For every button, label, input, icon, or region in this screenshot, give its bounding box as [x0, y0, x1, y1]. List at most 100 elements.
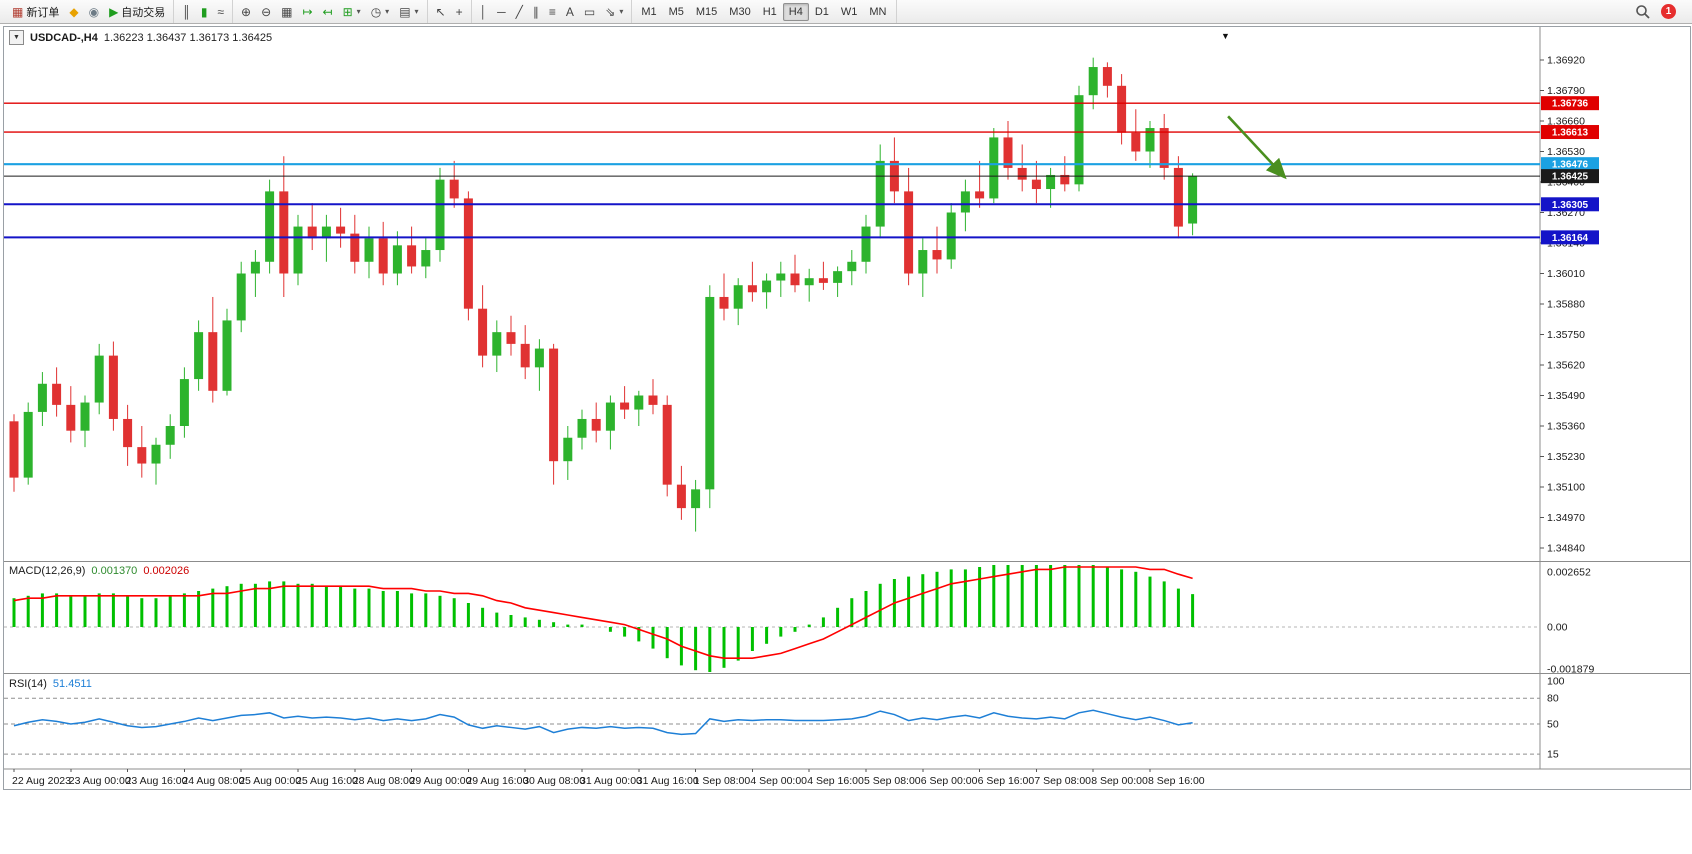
candle [94, 343, 104, 415]
price-tag [1541, 125, 1599, 140]
timeframe-toolbar: M1 M5 M15 M30 H1 H4 D1 W1 MN [632, 0, 897, 23]
time-tick-label: 23 Aug 00:00 [69, 775, 131, 787]
candle [818, 261, 828, 290]
price-tick-label: 1.36920 [1547, 55, 1585, 67]
line-chart-button[interactable]: ≈ [212, 3, 229, 21]
timeframe-h4-button[interactable]: H4 [782, 2, 809, 21]
fibonacci-retracement-button[interactable]: ≡ [544, 3, 561, 21]
new-order-label: 新订单 [26, 6, 60, 19]
vertical-line-icon: │ [479, 4, 488, 19]
timeframe-m5-button[interactable]: M5 [668, 5, 684, 18]
equidistant-channel-icon: ∥ [532, 4, 539, 19]
main-toolbar: ▦ 新订单 ◆ ◉ ▶ 自动交易 ║ ▮ ≈ ⊕ ⊖ ▦ ↦ ↤ ⊞ ▾ ◷ ▾ ▤ ▾ ↖ + │ ─ ╱ ∥ ≡ A ▭ ⇘ ▾ M1 M… [0, 0, 1692, 24]
auto-trading-label: 自动交易 [121, 6, 166, 19]
candle [1074, 85, 1084, 192]
price-tick-label: 1.34970 [1547, 512, 1585, 524]
tile-windows-button[interactable]: ▦ [276, 3, 297, 21]
periods-button[interactable]: ◷ ▾ [366, 3, 395, 21]
chart-shift-button[interactable]: ↤ [318, 3, 338, 21]
zoom-out-icon: ⊖ [261, 4, 272, 19]
equidistant-channel-button[interactable]: ∥ [528, 3, 544, 21]
rsi-axis-label: 80 [1547, 693, 1559, 705]
market-watch-button[interactable]: ◉ [84, 3, 104, 21]
auto-trading-button[interactable]: ▶ 自动交易 [104, 1, 170, 23]
chart-canvas[interactable]: 1.369201.367901.366601.365301.364001.362… [4, 27, 1690, 789]
timeframe-m1-button[interactable]: M1 [641, 5, 657, 18]
vertical-line-button[interactable]: │ [475, 3, 493, 21]
time-tick-label: 4 Sep 16:00 [807, 775, 864, 787]
price-tag [1541, 197, 1599, 212]
rsi-axis-label: 15 [1547, 749, 1559, 761]
macd-axis-label: -0.001879 [1547, 664, 1594, 676]
candle [691, 479, 701, 532]
time-tick-label: 28 Aug 08:00 [353, 775, 415, 787]
price-tag-label: 1.36305 [1552, 200, 1589, 211]
text-button[interactable]: A [561, 3, 579, 21]
bar-chart-button[interactable]: ║ [177, 3, 196, 21]
candle [591, 402, 601, 443]
new-order-button[interactable]: ▦ 新订单 [7, 1, 64, 23]
time-tick-label: 25 Aug 16:00 [296, 775, 358, 787]
arrows-button[interactable]: ⇘ ▾ [600, 3, 628, 21]
templates-button[interactable]: ▤ ▾ [394, 3, 423, 21]
candle [492, 320, 502, 373]
macd-axis-label: 0.002652 [1547, 567, 1591, 579]
candle [137, 426, 147, 478]
auto-scroll-button[interactable]: ↦ [297, 3, 317, 21]
price-tick-label: 1.35490 [1547, 390, 1585, 402]
chevron-down-icon: ▾ [619, 7, 624, 16]
candle [123, 404, 133, 466]
candle [946, 203, 956, 269]
time-tick-label: 24 Aug 08:00 [182, 775, 244, 787]
metaeditor-button[interactable]: ◆ [64, 3, 83, 21]
timeframe-m15-button[interactable]: M15 [695, 5, 718, 18]
candle [392, 231, 402, 286]
metaeditor-icon: ◆ [69, 4, 79, 19]
zoom-in-icon: ⊕ [241, 4, 252, 19]
symbol-collapse-button[interactable]: ▼ [9, 30, 24, 45]
candle [179, 367, 189, 438]
candle [1017, 144, 1027, 192]
trend-arrow-annotation[interactable] [1227, 115, 1287, 180]
zoom-out-button[interactable]: ⊖ [256, 3, 276, 21]
timeframe-w1-button[interactable]: W1 [840, 5, 858, 18]
time-tick-label: 30 Aug 08:00 [523, 775, 585, 787]
crosshair-icon: + [455, 4, 463, 19]
trendline-button[interactable]: ╱ [511, 3, 528, 21]
search-icon[interactable] [1635, 4, 1651, 20]
price-tag [1541, 96, 1599, 111]
candle [833, 266, 843, 297]
candle [975, 160, 985, 208]
price-tick-label: 1.35620 [1547, 360, 1585, 372]
candle [875, 144, 885, 239]
timeframe-d1-button[interactable]: D1 [814, 5, 829, 18]
candle [1173, 156, 1183, 239]
candlestick-chart-button[interactable]: ▮ [196, 3, 213, 21]
toolbar-group: ▦ 新订单 ◆ ◉ ▶ 自动交易 [4, 0, 175, 23]
crosshair-button[interactable]: + [451, 3, 468, 21]
candle [932, 226, 942, 274]
text-label-icon: ▭ [583, 4, 596, 19]
candle [705, 285, 715, 509]
candlestick-chart-icon: ▮ [200, 4, 208, 19]
zoom-in-button[interactable]: ⊕ [236, 3, 256, 21]
cursor-button[interactable]: ↖ [431, 3, 451, 21]
timeframe-m30-button[interactable]: M30 [729, 5, 751, 18]
candle [80, 395, 90, 448]
timeframe-mn-button[interactable]: MN [869, 5, 887, 18]
candle [222, 308, 232, 396]
symbol-dropdown-marker[interactable]: ▼ [1221, 31, 1230, 41]
indicators-button[interactable]: ⊞ ▾ [338, 3, 366, 21]
candle [37, 372, 47, 426]
text-label-button[interactable]: ▭ [579, 3, 600, 21]
bar-chart-icon: ║ [182, 4, 191, 19]
candle [1031, 160, 1041, 204]
candle [407, 226, 417, 274]
timeframe-h1-button[interactable]: H1 [762, 5, 777, 18]
horizontal-line-button[interactable]: ─ [492, 3, 511, 21]
text-icon: A [565, 4, 574, 19]
notification-badge[interactable]: 1 [1661, 4, 1676, 19]
candle [151, 437, 161, 485]
